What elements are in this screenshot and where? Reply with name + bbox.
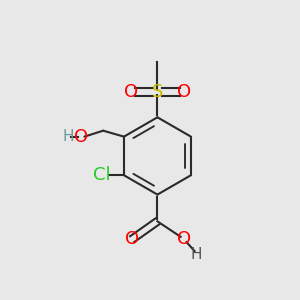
Text: H: H	[190, 247, 202, 262]
Text: O: O	[177, 83, 191, 101]
Text: H: H	[62, 129, 74, 144]
Text: O: O	[124, 83, 138, 101]
Text: O: O	[177, 230, 191, 248]
Text: O: O	[74, 128, 88, 146]
Text: O: O	[125, 230, 139, 248]
Text: S: S	[152, 83, 163, 101]
Text: Cl: Cl	[93, 166, 110, 184]
